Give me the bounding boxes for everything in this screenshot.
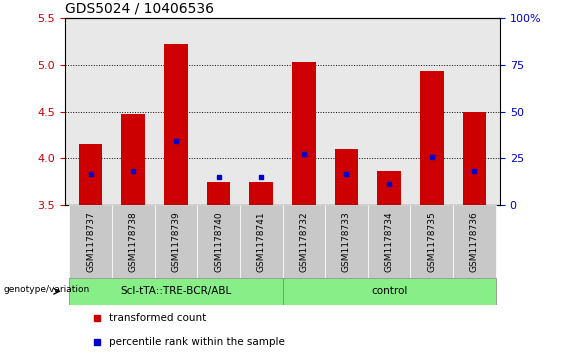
Bar [164, 44, 188, 205]
Bar [282, 278, 496, 305]
Text: GSM1178737: GSM1178737 [86, 211, 95, 272]
Text: GSM1178740: GSM1178740 [214, 211, 223, 272]
Text: transformed count: transformed count [110, 313, 207, 323]
Text: GSM1178739: GSM1178739 [171, 211, 180, 272]
Bar [368, 205, 410, 278]
Bar [334, 149, 358, 205]
Text: percentile rank within the sample: percentile rank within the sample [110, 337, 285, 347]
Text: ScI-tTA::TRE-BCR/ABL: ScI-tTA::TRE-BCR/ABL [120, 286, 232, 296]
Bar [325, 205, 368, 278]
Bar [112, 205, 155, 278]
Text: GSM1178732: GSM1178732 [299, 211, 308, 272]
Text: control: control [371, 286, 407, 296]
Bar [420, 72, 444, 205]
Bar [463, 112, 486, 205]
Bar [292, 62, 316, 205]
Bar [69, 278, 282, 305]
Bar [249, 182, 273, 205]
Text: GDS5024 / 10406536: GDS5024 / 10406536 [65, 1, 214, 16]
Bar [240, 205, 282, 278]
Text: genotype/variation: genotype/variation [3, 285, 89, 294]
Text: GSM1178734: GSM1178734 [385, 211, 394, 272]
Bar [207, 182, 231, 205]
Bar [69, 205, 112, 278]
Bar [79, 144, 102, 205]
Bar [453, 205, 496, 278]
Bar [377, 171, 401, 205]
Bar [155, 205, 197, 278]
Text: GSM1178738: GSM1178738 [129, 211, 138, 272]
Bar [197, 205, 240, 278]
Bar [282, 205, 325, 278]
Text: GSM1178735: GSM1178735 [427, 211, 436, 272]
Bar [121, 114, 145, 205]
Text: GSM1178736: GSM1178736 [470, 211, 479, 272]
Text: GSM1178741: GSM1178741 [257, 211, 266, 272]
Bar [410, 205, 453, 278]
Text: GSM1178733: GSM1178733 [342, 211, 351, 272]
